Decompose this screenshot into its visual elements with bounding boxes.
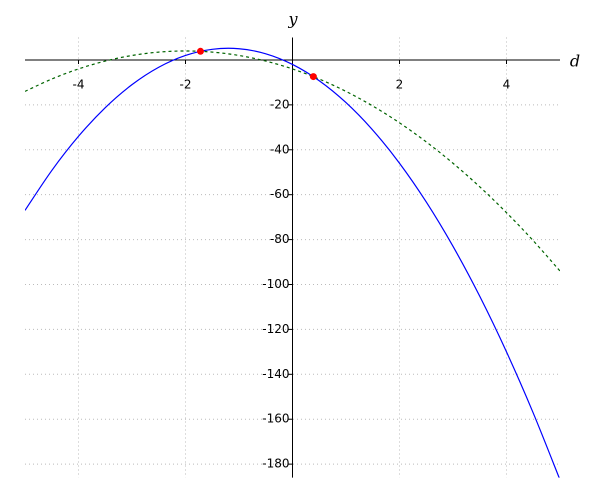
y-tick-label: -80 [270,232,290,246]
x-tick-label: 2 [396,77,404,91]
y-tick-label: -100 [262,277,289,291]
y-tick-label: -20 [270,97,290,111]
y-tick-label: -120 [262,322,289,336]
y-tick-label: -180 [262,457,289,471]
y-axis-title: y [287,10,298,29]
x-tick-label: -4 [73,77,85,91]
curve [25,47,560,478]
y-tick-label: -60 [270,187,290,201]
x-axis-title: d [570,52,580,71]
x-tick-label: 4 [503,77,511,91]
y-tick-label: -40 [270,142,290,156]
y-tick-label: -140 [262,367,289,381]
intersection-point [196,47,204,55]
curve [25,50,560,272]
intersection-point [309,73,317,81]
y-tick-label: -160 [262,412,289,426]
x-tick-label: -2 [180,77,192,91]
